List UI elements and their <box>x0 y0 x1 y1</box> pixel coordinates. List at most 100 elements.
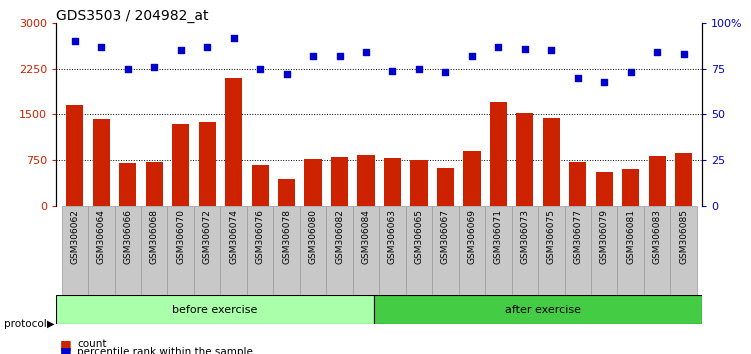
Bar <box>622 169 639 206</box>
Bar <box>252 165 269 206</box>
Text: GSM306065: GSM306065 <box>415 209 424 264</box>
Text: after exercise: after exercise <box>505 305 581 315</box>
Bar <box>357 155 375 206</box>
Bar <box>300 206 327 296</box>
Bar <box>596 172 613 206</box>
Point <box>228 35 240 40</box>
Bar <box>88 206 115 296</box>
Bar <box>353 206 379 296</box>
Text: count: count <box>77 339 107 349</box>
Bar <box>304 159 321 206</box>
Bar <box>516 113 533 206</box>
Text: GSM306074: GSM306074 <box>229 209 238 263</box>
Bar <box>591 206 617 296</box>
Point <box>572 75 584 81</box>
Bar <box>374 296 702 324</box>
Point <box>599 79 611 84</box>
Text: GSM306072: GSM306072 <box>203 209 212 263</box>
Bar <box>644 206 671 296</box>
Bar <box>172 124 189 206</box>
Text: GSM306080: GSM306080 <box>309 209 318 264</box>
Bar <box>490 102 507 206</box>
Point <box>545 48 557 53</box>
Point <box>413 66 425 72</box>
Point <box>69 39 81 44</box>
Bar <box>119 163 137 206</box>
Bar <box>278 179 295 206</box>
Bar <box>379 206 406 296</box>
Text: protocol: protocol <box>4 319 47 329</box>
Text: GSM306066: GSM306066 <box>123 209 132 264</box>
Bar <box>225 78 243 206</box>
Text: GSM306067: GSM306067 <box>441 209 450 264</box>
Bar <box>194 206 221 296</box>
Text: GDS3503 / 204982_at: GDS3503 / 204982_at <box>56 9 209 23</box>
Text: GSM306076: GSM306076 <box>255 209 264 264</box>
Bar <box>569 162 587 206</box>
Text: percentile rank within the sample: percentile rank within the sample <box>77 347 253 354</box>
Text: GSM306078: GSM306078 <box>282 209 291 264</box>
Text: GSM306068: GSM306068 <box>149 209 158 264</box>
Point <box>148 64 160 70</box>
Text: ▶: ▶ <box>47 319 55 329</box>
Text: GSM306070: GSM306070 <box>176 209 185 264</box>
Bar <box>141 206 167 296</box>
Bar <box>432 206 459 296</box>
Text: GSM306083: GSM306083 <box>653 209 662 264</box>
Text: GSM306084: GSM306084 <box>361 209 370 263</box>
Text: GSM306063: GSM306063 <box>388 209 397 264</box>
Point <box>122 66 134 72</box>
Bar <box>331 157 348 206</box>
Point <box>466 53 478 59</box>
Bar <box>543 118 560 206</box>
Bar <box>62 206 88 296</box>
Point <box>95 44 107 50</box>
Bar <box>56 296 374 324</box>
Text: GSM306071: GSM306071 <box>494 209 503 264</box>
Point <box>677 51 689 57</box>
Text: GSM306069: GSM306069 <box>467 209 476 264</box>
Text: before exercise: before exercise <box>173 305 258 315</box>
Bar <box>66 105 83 206</box>
Point <box>201 44 213 50</box>
Point <box>360 50 372 55</box>
Bar <box>198 122 216 206</box>
Bar <box>463 151 481 206</box>
Point <box>439 70 451 75</box>
Bar <box>675 153 692 206</box>
Text: GSM306077: GSM306077 <box>573 209 582 264</box>
Point <box>519 46 531 51</box>
Bar <box>167 206 194 296</box>
Text: GSM306064: GSM306064 <box>97 209 106 263</box>
Text: GSM306081: GSM306081 <box>626 209 635 264</box>
Bar <box>485 206 511 296</box>
Bar <box>247 206 273 296</box>
Text: GSM306079: GSM306079 <box>600 209 609 264</box>
Point <box>254 66 266 72</box>
Bar <box>221 206 247 296</box>
Point <box>493 44 505 50</box>
Text: GSM306062: GSM306062 <box>71 209 80 263</box>
Bar <box>273 206 300 296</box>
Text: GSM306075: GSM306075 <box>547 209 556 264</box>
Point <box>387 68 399 73</box>
Bar <box>649 156 666 206</box>
Point <box>651 50 663 55</box>
Bar <box>511 206 538 296</box>
Bar <box>146 162 163 206</box>
Bar <box>115 206 141 296</box>
Text: GSM306082: GSM306082 <box>335 209 344 263</box>
Bar <box>617 206 644 296</box>
Bar <box>459 206 485 296</box>
Bar <box>327 206 353 296</box>
Text: ■: ■ <box>60 338 72 350</box>
Text: GSM306085: GSM306085 <box>679 209 688 264</box>
Bar <box>92 119 110 206</box>
Bar <box>406 206 432 296</box>
Text: GSM306073: GSM306073 <box>520 209 529 264</box>
Bar <box>384 158 401 206</box>
Bar <box>565 206 591 296</box>
Point <box>175 48 187 53</box>
Bar <box>437 168 454 206</box>
Text: ■: ■ <box>60 345 72 354</box>
